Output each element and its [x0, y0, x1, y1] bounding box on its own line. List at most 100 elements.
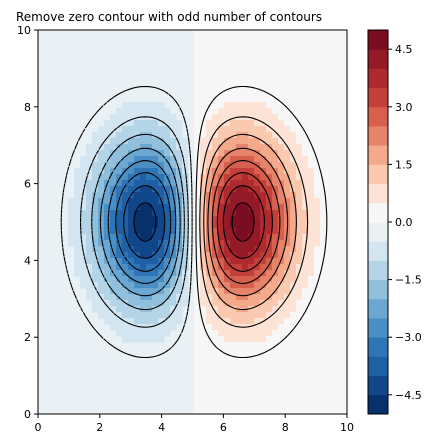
- contour-cell: [176, 210, 183, 217]
- contour-cell: [308, 210, 315, 217]
- contour-cell: [308, 252, 315, 259]
- contour-cell: [170, 276, 177, 283]
- contour-cell: [206, 30, 213, 37]
- contour-cell: [236, 240, 243, 247]
- contour-cell: [344, 318, 347, 325]
- contour-cell: [206, 408, 213, 414]
- colorbar-band: [368, 202, 388, 223]
- contour-cell: [320, 210, 327, 217]
- contour-cell: [278, 48, 285, 55]
- contour-cell: [194, 150, 201, 157]
- contour-line: [203, 133, 297, 311]
- contour-cell: [290, 36, 297, 43]
- contour-cell: [80, 168, 87, 175]
- contour-cell: [290, 30, 297, 37]
- contour-cell: [164, 258, 171, 265]
- contour-cell: [260, 174, 267, 181]
- contour-cell: [230, 396, 237, 403]
- contour-cell: [344, 120, 347, 127]
- contour-cell: [272, 402, 279, 409]
- contour-cell: [224, 240, 231, 247]
- contour-cell: [332, 384, 339, 391]
- contour-cell: [308, 90, 315, 97]
- contour-cell: [314, 36, 321, 43]
- contour-cell: [338, 168, 345, 175]
- contour-cell: [140, 132, 147, 139]
- contour-cell: [290, 114, 297, 121]
- contour-cell: [278, 264, 285, 271]
- contour-cell: [272, 180, 279, 187]
- contour-cell: [242, 138, 249, 145]
- contour-cell: [212, 408, 219, 414]
- contour-cell: [74, 174, 81, 181]
- contour-cell: [158, 336, 165, 343]
- contour-cell: [86, 240, 93, 247]
- contour-cell: [224, 102, 231, 109]
- contour-cell: [272, 216, 279, 223]
- y-tick-label: 6: [24, 178, 31, 191]
- contour-cell: [248, 48, 255, 55]
- contour-cell: [284, 306, 291, 313]
- contour-cell: [308, 294, 315, 301]
- contour-cell: [344, 324, 347, 331]
- contour-cell: [116, 192, 123, 199]
- contour-cell: [260, 198, 267, 205]
- contour-cell: [314, 324, 321, 331]
- contour-cell: [260, 396, 267, 403]
- contour-cell: [266, 384, 273, 391]
- contour-cell: [122, 192, 129, 199]
- contour-cell: [230, 240, 237, 247]
- contour-cell: [302, 54, 309, 61]
- contour-cell: [284, 300, 291, 307]
- contour-cell: [248, 288, 255, 295]
- contour-cell: [206, 222, 213, 229]
- contour-cell: [242, 84, 249, 91]
- contour-cell: [110, 210, 117, 217]
- contour-cell: [122, 324, 129, 331]
- contour-cell: [254, 318, 261, 325]
- contour-cell: [296, 258, 303, 265]
- contour-cell: [242, 102, 249, 109]
- contour-cell: [284, 264, 291, 271]
- contour-cell: [230, 402, 237, 409]
- contour-cell: [206, 378, 213, 385]
- contour-cell: [122, 336, 129, 343]
- contour-cell: [158, 270, 165, 277]
- contour-cell: [266, 252, 273, 259]
- contour-cell: [182, 192, 189, 199]
- contour-cell: [86, 234, 93, 241]
- contour-cell: [320, 282, 327, 289]
- contour-cell: [338, 132, 345, 139]
- contour-cell: [146, 210, 153, 217]
- contour-cell: [266, 180, 273, 187]
- contour-cell: [218, 60, 225, 67]
- contour-cell: [236, 270, 243, 277]
- contour-cell: [242, 330, 249, 337]
- contour-cell: [290, 210, 297, 217]
- contour-cell: [314, 258, 321, 265]
- contour-cell: [248, 366, 255, 373]
- contour-cell: [122, 288, 129, 295]
- contour-cell: [242, 318, 249, 325]
- contour-cell: [152, 102, 159, 109]
- contour-cell: [218, 396, 225, 403]
- contour-cell: [164, 324, 171, 331]
- contour-cell: [332, 312, 339, 319]
- contour-cell: [242, 108, 249, 115]
- contour-cell: [206, 144, 213, 151]
- contour-cell: [242, 180, 249, 187]
- contour-cell: [320, 192, 327, 199]
- contour-cell: [206, 174, 213, 181]
- colorbar-tick-label: 0.0: [395, 216, 413, 229]
- contour-cell: [200, 282, 207, 289]
- contour-cell: [314, 210, 321, 217]
- contour-cell: [332, 318, 339, 325]
- contour-cell: [284, 402, 291, 409]
- contour-cell: [92, 306, 99, 313]
- contour-cell: [314, 144, 321, 151]
- contour-cell: [152, 180, 159, 187]
- contour-cell: [284, 258, 291, 265]
- contour-cell: [206, 336, 213, 343]
- contour-cell: [224, 252, 231, 259]
- contour-cell: [320, 402, 327, 409]
